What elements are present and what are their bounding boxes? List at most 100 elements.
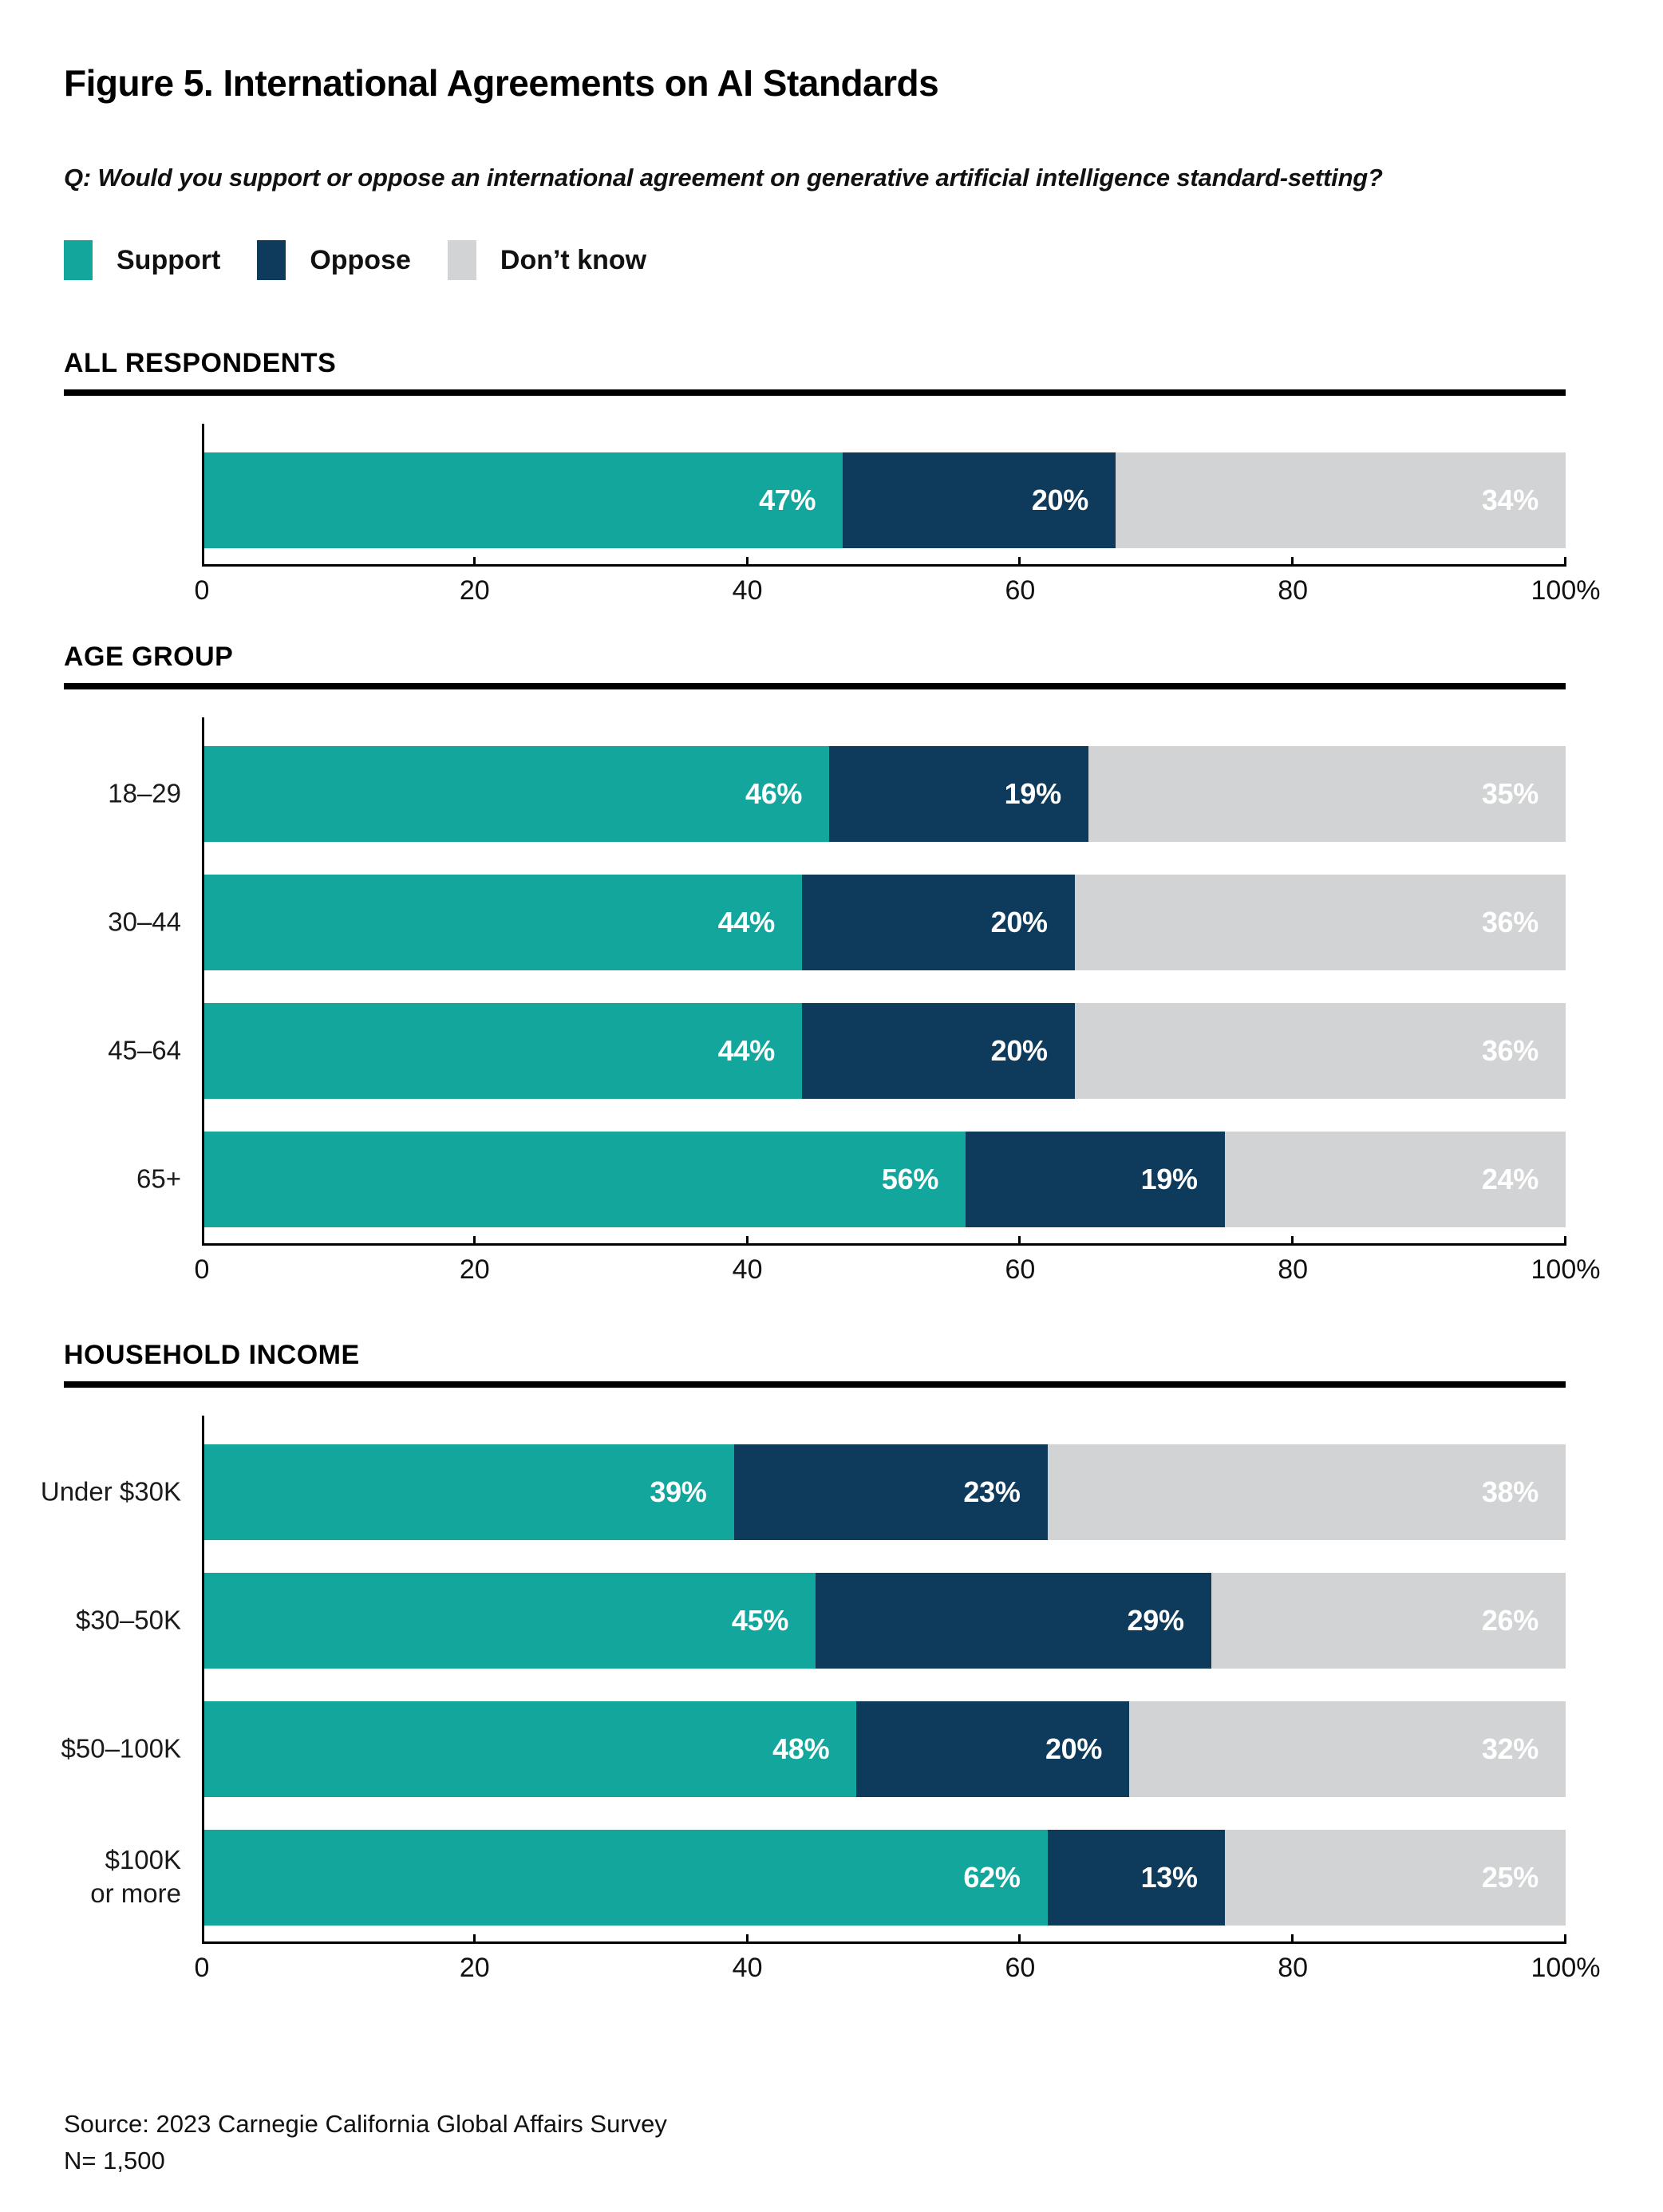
- bar-value-label: 62%: [963, 1860, 1021, 1894]
- axis-tick-label: 100%: [1531, 575, 1601, 606]
- bar-segment-oppose: 20%: [801, 1002, 1075, 1099]
- bar-segment-oppose: 29%: [816, 1572, 1211, 1669]
- bar-track: 47% 20% 34%: [202, 452, 1566, 548]
- bar-segment-support: 62%: [202, 1829, 1048, 1926]
- bar-segment-support: 47%: [202, 452, 843, 548]
- axis-tick: [1291, 1235, 1294, 1246]
- bar-value-label: 19%: [1004, 776, 1061, 810]
- bar-track: 56% 19% 24%: [202, 1131, 1566, 1227]
- bar-value-label: 32%: [1481, 1732, 1539, 1765]
- bar-track: 62% 13% 25%: [202, 1829, 1566, 1926]
- axis-tick-label: 0: [194, 1952, 210, 1983]
- plot-area: Under $30K 39% 23% 38% $30–50K 45% 29% 26% $50–1…: [41, 1415, 1600, 1986]
- category-label: $30–50K: [75, 1605, 181, 1635]
- axis-tick-label: 80: [1278, 1952, 1309, 1983]
- bar-row: Under $30K 39% 23% 38%: [41, 1444, 1566, 1540]
- bar-value-label: 29%: [1127, 1603, 1184, 1637]
- x-axis: 0 20 40 60 80 100%: [195, 1926, 1600, 1986]
- bar-track: 44% 20% 36%: [202, 1002, 1566, 1099]
- axis-tick: [1564, 556, 1566, 567]
- axis-tick-label: 100%: [1531, 1952, 1601, 1983]
- bar-segment-oppose: 23%: [733, 1444, 1048, 1540]
- bar-segment-dont_know: 35%: [1088, 745, 1566, 842]
- axis-tick-label: 0: [194, 1254, 210, 1285]
- axis-tick-label: 80: [1278, 575, 1309, 606]
- axis-tick-label: 40: [732, 1254, 763, 1285]
- bar-segment-oppose: 20%: [843, 452, 1116, 548]
- bar-row: 18–29 46% 19% 35%: [64, 745, 1566, 842]
- bar-value-label: 13%: [1140, 1860, 1198, 1894]
- axis-tick: [745, 556, 749, 567]
- bar-segment-support: 46%: [202, 745, 830, 842]
- axis-tick: [745, 1934, 749, 1944]
- chart-all-respondents: 47% 20% 34% 0 20 40 60 80 100%: [64, 423, 1600, 609]
- section-divider: [64, 389, 1566, 396]
- axis-tick-label: 60: [1005, 1254, 1036, 1285]
- axis-tick-label: 20: [459, 1254, 490, 1285]
- bar-value-label: 45%: [731, 1603, 789, 1637]
- category-label: 18–29: [108, 778, 181, 808]
- bar-value-label: 36%: [1481, 905, 1539, 938]
- axis-tick-label: 100%: [1531, 1254, 1601, 1285]
- x-axis-line: [202, 563, 1566, 567]
- bar-segment-support: 44%: [202, 874, 802, 970]
- section-title-household-income: HOUSEHOLD INCOME: [64, 1339, 360, 1370]
- bar-segment-oppose: 20%: [801, 874, 1075, 970]
- category-label: [64, 452, 202, 548]
- bar-value-label: 19%: [1140, 1162, 1198, 1195]
- bar-track: 44% 20% 36%: [202, 874, 1566, 970]
- plot-area: 18–29 46% 19% 35% 30–44 44% 20% 36% 45–64 44% 20% 3…: [64, 717, 1600, 1288]
- bar-segment-dont_know: 36%: [1074, 874, 1566, 970]
- bar-value-label: 46%: [745, 776, 803, 810]
- bar-value-label: 44%: [717, 1033, 775, 1067]
- bar-row: 65+ 56% 19% 24%: [64, 1131, 1566, 1227]
- axis-tick-label: 40: [732, 575, 763, 606]
- section-all-respondents: ALL RESPONDENTS 47% 20% 34% 0 20 40 60 80 100%: [64, 347, 1600, 609]
- bar-segment-dont_know: 25%: [1224, 1829, 1566, 1926]
- bar-value-label: 20%: [1045, 1732, 1103, 1765]
- axis-tick: [1018, 1934, 1021, 1944]
- axis-tick-label: 40: [732, 1952, 763, 1983]
- legend-label-support: Support: [117, 244, 221, 275]
- axis-tick: [1018, 1235, 1021, 1246]
- bar-row: 47% 20% 34%: [64, 452, 1566, 548]
- category-label: 30–44: [108, 907, 181, 937]
- source-line: Source: 2023 Carnegie California Global …: [64, 2109, 667, 2138]
- bar-segment-dont_know: 38%: [1047, 1444, 1566, 1540]
- page-title: Figure 5. International Agreements on AI…: [64, 62, 939, 104]
- axis-tick: [1291, 1934, 1294, 1944]
- bar-segment-dont_know: 32%: [1129, 1700, 1566, 1797]
- section-title-age-group: AGE GROUP: [64, 641, 234, 672]
- bar-value-label: 20%: [990, 905, 1048, 938]
- legend-item-dont-know: Don’t know: [447, 240, 646, 281]
- bar-segment-oppose: 13%: [1047, 1829, 1225, 1926]
- bar-row: 30–44 44% 20% 36%: [64, 874, 1566, 970]
- category-label: 65+: [136, 1163, 181, 1194]
- bar-row: $30–50K 45% 29% 26%: [64, 1572, 1566, 1669]
- legend: Support Oppose Don’t know: [64, 240, 1566, 281]
- bar-segment-dont_know: 36%: [1074, 1002, 1566, 1099]
- x-axis-line: [202, 1242, 1566, 1246]
- bar-row: 45–64 44% 20% 36%: [64, 1002, 1566, 1099]
- bar-value-label: 20%: [1031, 483, 1089, 516]
- legend-swatch-oppose: [257, 240, 286, 281]
- bar-segment-dont_know: 34%: [1116, 452, 1566, 548]
- bar-segment-support: 39%: [202, 1444, 734, 1540]
- bar-segment-support: 56%: [202, 1131, 966, 1227]
- x-axis: 0 20 40 60 80 100%: [195, 548, 1600, 609]
- axis-tick: [1018, 556, 1021, 567]
- bar-track: 48% 20% 32%: [202, 1700, 1566, 1797]
- bar-value-label: 39%: [650, 1475, 707, 1508]
- axis-tick: [472, 1235, 476, 1246]
- bar-segment-support: 45%: [202, 1572, 816, 1669]
- axis-tick: [1291, 556, 1294, 567]
- source-note: Source: 2023 Carnegie California Global …: [64, 2106, 1566, 2180]
- bar-row: $100K or more 62% 13% 25%: [64, 1829, 1566, 1926]
- section-household-income: HOUSEHOLD INCOME Under $30K 39% 23% 38% $30–…: [41, 1339, 1601, 1986]
- axis-tick-label: 20: [459, 1952, 490, 1983]
- section-title-all-respondents: ALL RESPONDENTS: [64, 348, 337, 379]
- bar-value-label: 24%: [1481, 1162, 1539, 1195]
- x-axis: 0 20 40 60 80 100%: [195, 1227, 1600, 1288]
- legend-label-oppose: Oppose: [310, 244, 411, 275]
- bar-value-label: 44%: [717, 905, 775, 938]
